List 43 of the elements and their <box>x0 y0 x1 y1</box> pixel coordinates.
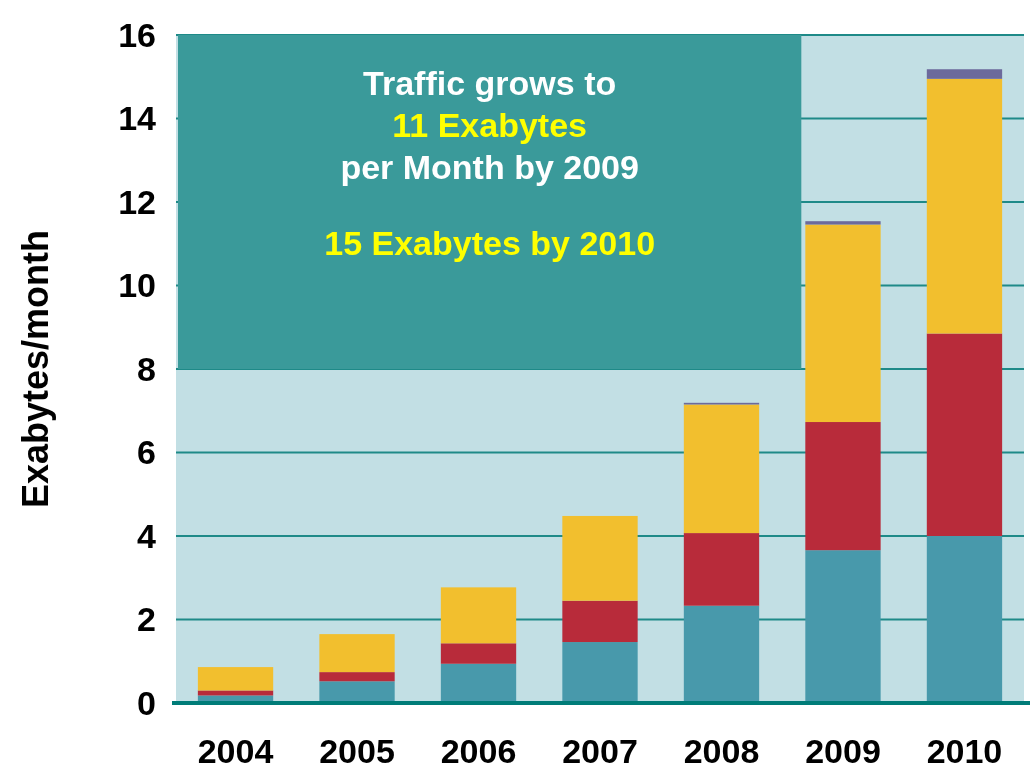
annotation: Traffic grows to <box>363 64 617 102</box>
bar <box>926 69 1003 79</box>
bar <box>683 605 760 703</box>
x-tick-label: 2005 <box>319 732 395 770</box>
bar <box>197 667 274 691</box>
bar <box>805 221 881 225</box>
bar <box>562 600 638 643</box>
x-tick-label: 2004 <box>197 732 274 770</box>
bar <box>562 642 638 703</box>
x-tick-label: 2007 <box>562 732 638 770</box>
bar <box>683 404 760 534</box>
x-tick-label: 2008 <box>683 732 760 770</box>
bar <box>319 681 395 703</box>
y-tick-label: 0 <box>137 683 156 722</box>
bar <box>440 587 517 644</box>
y-axis-title: Exabytes/month <box>15 229 56 509</box>
y-tick-label: 10 <box>118 266 156 305</box>
bar <box>805 224 881 423</box>
bar <box>319 634 395 673</box>
y-tick-label: 8 <box>137 349 156 388</box>
x-tick-label: 2006 <box>440 732 517 770</box>
y-tick-label: 14 <box>118 99 157 138</box>
bar <box>440 643 517 664</box>
annotation: 11 Exabytes <box>392 106 588 144</box>
bar <box>926 78 1003 334</box>
bar <box>562 515 638 601</box>
bar <box>319 672 395 682</box>
y-tick-label: 2 <box>137 600 156 639</box>
bar <box>197 690 274 696</box>
bar <box>683 533 760 606</box>
y-tick-label: 16 <box>118 15 156 54</box>
bar <box>805 550 881 703</box>
annotation: 15 Exabytes by 2010 <box>324 224 656 262</box>
bar <box>926 333 1003 536</box>
y-tick-label: 4 <box>137 516 157 555</box>
x-tick-label: 2010 <box>926 732 1003 770</box>
bar <box>926 536 1003 703</box>
bar <box>805 422 881 551</box>
y-tick-label: 12 <box>118 182 156 221</box>
bar <box>440 663 517 703</box>
annotation: per Month by 2009 <box>340 148 639 186</box>
y-tick-label: 6 <box>137 433 156 472</box>
x-tick-label: 2009 <box>805 732 881 770</box>
